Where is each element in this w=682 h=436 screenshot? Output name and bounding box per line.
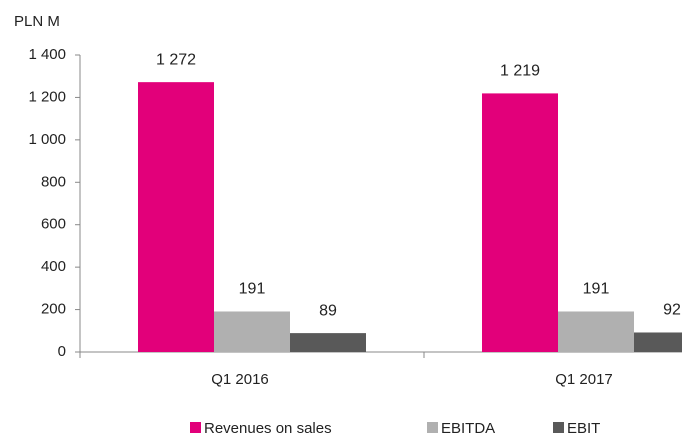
- x-tick-label: Q1 2017: [555, 371, 613, 388]
- y-tick-label: 1 200: [28, 88, 66, 105]
- legend-label: EBITDA: [441, 420, 495, 436]
- data-label: 191: [583, 281, 610, 298]
- y-tick-label: 0: [58, 343, 66, 360]
- y-tick-label: 600: [41, 216, 66, 233]
- bar: [634, 332, 682, 352]
- bar: [290, 333, 366, 352]
- legend-swatch: [427, 422, 438, 433]
- data-label: 1 219: [500, 63, 540, 80]
- y-tick-label: 800: [41, 173, 66, 190]
- bar: [558, 311, 634, 352]
- y-tick-label: 1 400: [28, 46, 66, 63]
- legend-label: EBIT: [567, 420, 600, 436]
- data-label: 1 272: [156, 51, 196, 68]
- legend-swatch: [553, 422, 564, 433]
- legend-swatch: [190, 422, 201, 433]
- x-tick-label: Q1 2016: [211, 371, 269, 388]
- bar: [214, 311, 290, 352]
- bar: [482, 93, 558, 352]
- data-label: 89: [319, 302, 337, 319]
- data-label: 92: [663, 302, 681, 319]
- legend-label: Revenues on sales: [204, 420, 332, 436]
- data-label: 191: [239, 281, 266, 298]
- y-tick-label: 1 000: [28, 131, 66, 148]
- y-tick-label: 400: [41, 258, 66, 275]
- bar: [138, 82, 214, 352]
- y-tick-label: 200: [41, 301, 66, 318]
- y-axis-label: PLN M: [14, 13, 60, 30]
